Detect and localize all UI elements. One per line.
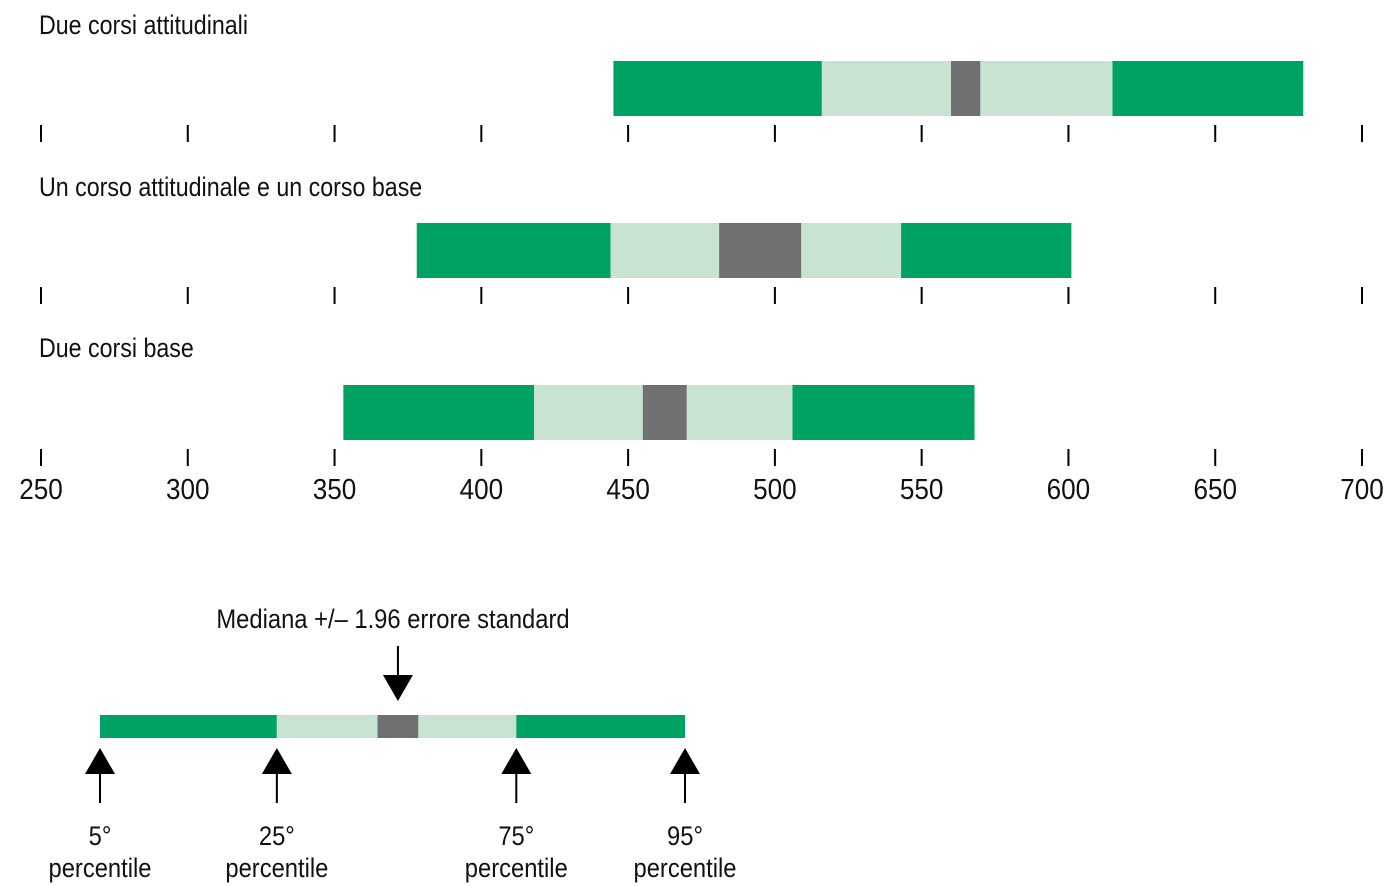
x-tick-label-1: 250 [19,473,63,506]
row-1-p25-median-segment [821,61,952,116]
row-2-p25-median-segment [610,223,720,278]
percentile-arrow-head-1 [85,748,115,774]
percentile-number-2: 25° [259,822,295,852]
percentile-arrow-head-4 [670,748,700,774]
percentile-number-4: 95° [667,822,703,852]
percentile-number-3: 75° [498,822,534,852]
percentile-word-3: percentile [465,854,568,884]
row-1-median-p75-segment [980,61,1113,116]
percentile-arrow-head-2 [261,748,292,774]
row-2-median-ci-segment [719,223,802,278]
x-tick-label-3: 350 [313,473,357,506]
x-tick-label-4: 400 [460,473,504,506]
percentile-word-2: percentile [225,854,328,884]
row-1-p75-p95-segment [1112,61,1304,116]
row-2-median-p75-segment [801,223,902,278]
x-tick-label-10: 700 [1340,473,1384,506]
percentile-word-4: percentile [634,854,737,884]
row-3-p25-median-segment [534,385,643,440]
row-label-2: Un corso attitudinale e un corso base [39,172,422,202]
legend-bar-median-p75-segment [418,715,517,738]
median-arrow-head [382,675,413,701]
row-2-p75-p95-segment [901,223,1072,278]
x-tick-label-9: 650 [1193,473,1237,506]
row-3-median-p75-segment [686,385,793,440]
legend-bar-median-ci-segment [377,715,419,738]
row-2-p5-p25-segment [416,223,611,278]
x-tick-label-2: 300 [166,473,210,506]
percentile-arrow-head-3 [501,748,532,774]
x-tick-label-8: 600 [1047,473,1091,506]
percentile-number-1: 5° [89,822,112,852]
x-tick-label-6: 500 [753,473,797,506]
legend-bar-p25-median-segment [276,715,378,738]
row-label-1: Due corsi attitudinali [39,10,248,40]
x-tick-label-7: 550 [900,473,944,506]
row-label-3: Due corsi base [39,333,194,363]
row-1-p5-p25-segment [613,61,822,116]
row-3-p5-p25-segment [343,385,535,440]
row-3-median-ci-segment [642,385,687,440]
row-1-median-ci-segment [951,61,981,116]
x-tick-label-5: 450 [606,473,650,506]
legend-bar-p75-p95-segment [516,715,685,738]
percentile-word-1: percentile [49,854,152,884]
legend-bar-p5-p25-segment [100,715,277,738]
legend-median-label: Mediana +/– 1.96 errore standard [216,605,569,635]
row-3-p75-p95-segment [792,385,975,440]
